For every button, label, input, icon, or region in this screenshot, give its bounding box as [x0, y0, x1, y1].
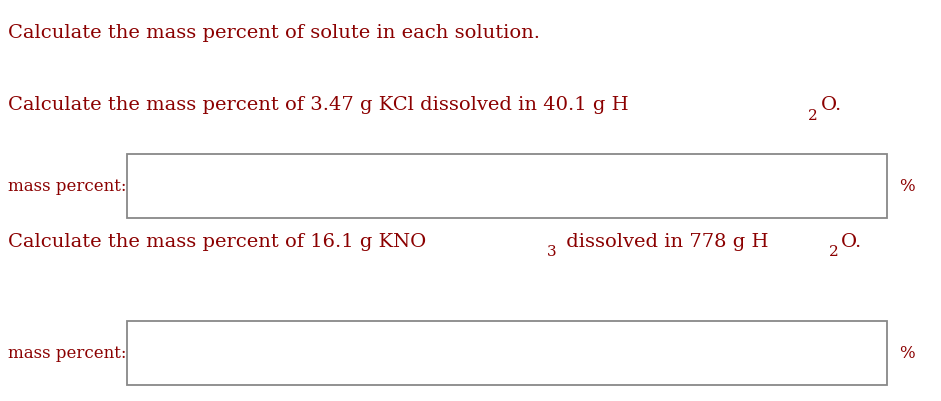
- Text: 2: 2: [829, 245, 838, 259]
- Text: %: %: [899, 344, 915, 361]
- Text: O.: O.: [821, 96, 842, 114]
- FancyBboxPatch shape: [127, 154, 887, 219]
- Text: %: %: [899, 178, 915, 195]
- Text: 2: 2: [808, 108, 818, 122]
- Text: Calculate the mass percent of 3.47 g KCl dissolved in 40.1 g H: Calculate the mass percent of 3.47 g KCl…: [8, 96, 629, 114]
- Text: O.: O.: [841, 233, 863, 251]
- Text: Calculate the mass percent of solute in each solution.: Calculate the mass percent of solute in …: [8, 24, 539, 42]
- Text: mass percent:: mass percent:: [8, 344, 126, 361]
- Text: Calculate the mass percent of 16.1 g KNO: Calculate the mass percent of 16.1 g KNO: [8, 233, 425, 251]
- Text: dissolved in 778 g H: dissolved in 778 g H: [560, 233, 768, 251]
- FancyBboxPatch shape: [127, 321, 887, 385]
- Text: mass percent:: mass percent:: [8, 178, 126, 195]
- Text: 3: 3: [548, 245, 557, 259]
